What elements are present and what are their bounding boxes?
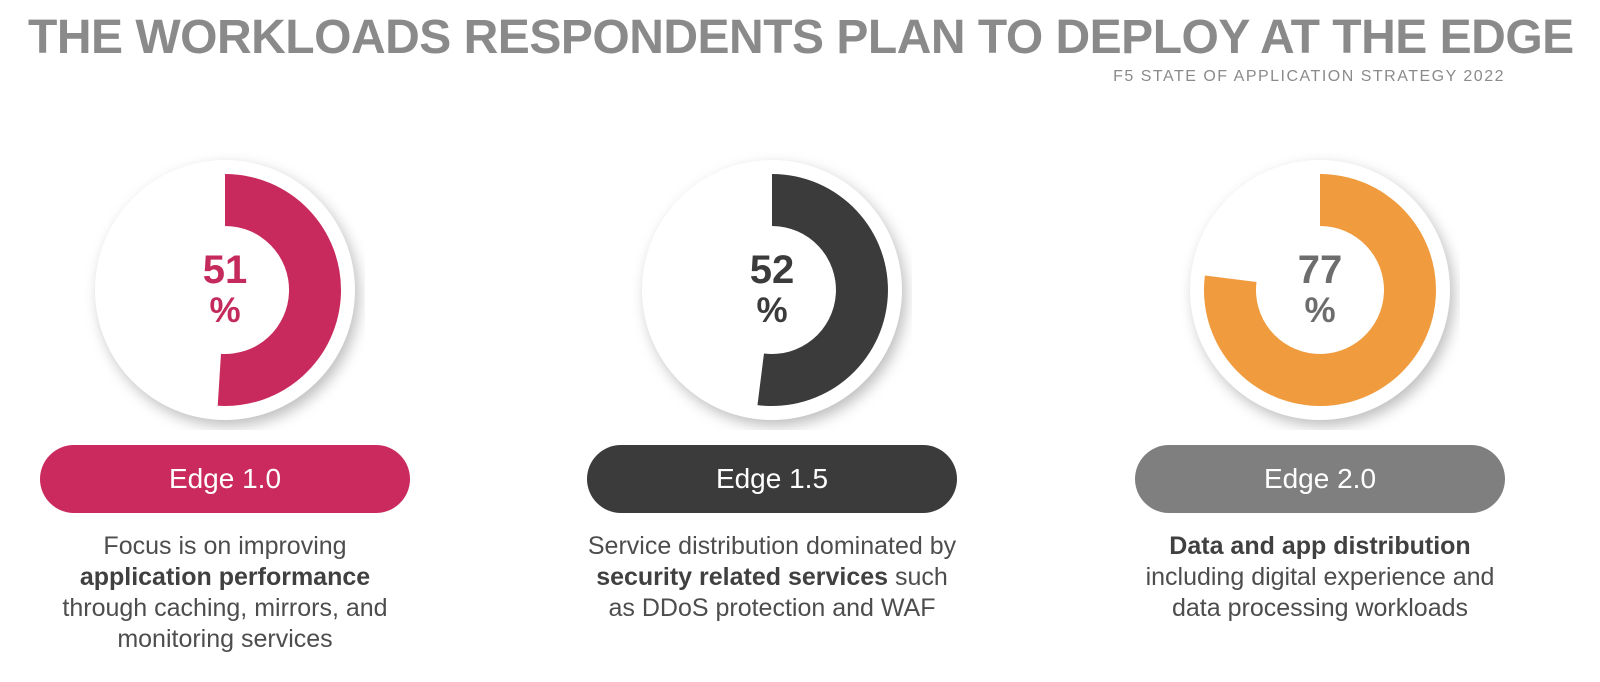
card-description: Focus is on improving application perfor…: [10, 531, 440, 655]
description-text: Service distribution dominated by: [587, 532, 957, 560]
donut-chart-edge-1-5: 52 %: [632, 150, 912, 430]
donut-arc: [217, 174, 342, 406]
donut-svg: [95, 160, 355, 420]
description-text: Focus is on improving: [103, 532, 347, 560]
card-description: Data and app distribution including digi…: [1105, 531, 1535, 624]
donut-arc: [757, 174, 888, 406]
edge-version-badge: Edge 1.0: [40, 445, 410, 513]
description-bold-text: Data and app distribution: [1169, 532, 1471, 560]
donut-arc: [1203, 174, 1436, 406]
description-text: such as DDoS protection and WAF: [608, 563, 948, 622]
donut-chart-edge-1-0: 51 %: [85, 150, 365, 430]
donut-chart-edge-2-0: 77 %: [1180, 150, 1460, 430]
donut-svg: [1190, 160, 1450, 420]
edge-2-0-card: 77 % Edge 2.0 Data and app distribution …: [1095, 150, 1545, 624]
page-title: THE WORKLOADS RESPONDENTS PLAN TO DEPLOY…: [28, 11, 1574, 64]
description-text: through caching, mirrors, and monitoring…: [62, 594, 388, 653]
source-label: F5 STATE OF APPLICATION STRATEGY 2022: [1113, 68, 1505, 85]
description-text: including digital experience and data pr…: [1145, 563, 1495, 622]
edge-1-0-card: 51 % Edge 1.0 Focus is on improving appl…: [0, 150, 450, 655]
description-bold-text: application performance: [79, 563, 371, 591]
description-bold-text: security related services: [596, 563, 889, 591]
edge-1-5-card: 52 % Edge 1.5 Service distribution domin…: [547, 150, 997, 624]
donut-svg: [642, 160, 902, 420]
edge-version-badge: Edge 1.5: [587, 445, 957, 513]
card-description: Service distribution dominated by securi…: [557, 531, 987, 624]
edge-version-badge: Edge 2.0: [1135, 445, 1505, 513]
